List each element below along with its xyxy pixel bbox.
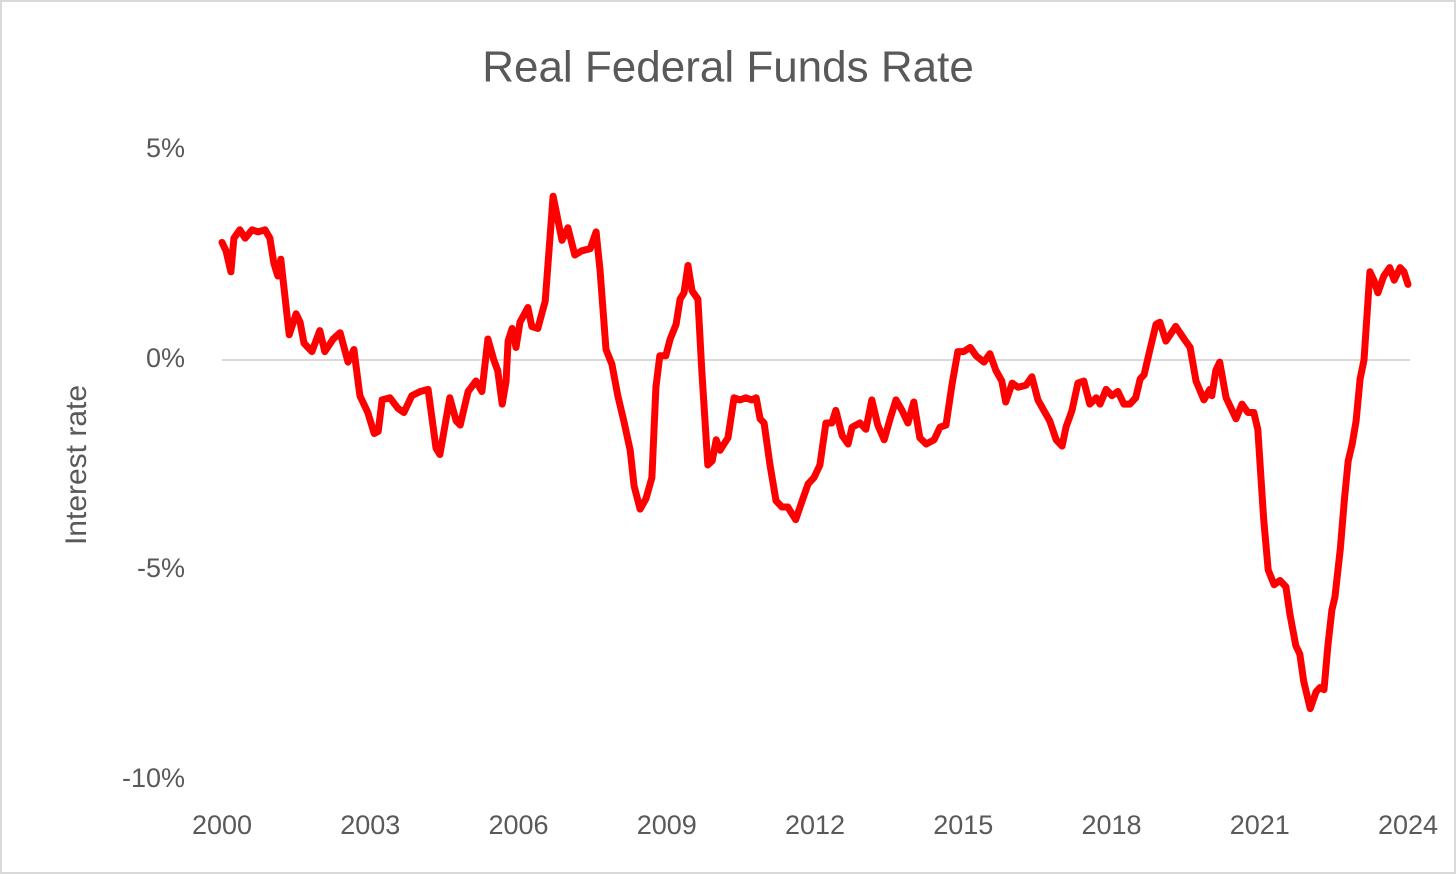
- y-tick-label: 0%: [146, 343, 185, 373]
- y-tick-label: 5%: [146, 133, 185, 163]
- x-tick-label: 2015: [933, 810, 993, 840]
- x-tick-label: 2024: [1378, 810, 1438, 840]
- chart-title: Real Federal Funds Rate: [482, 43, 974, 92]
- x-tick-label: 2021: [1230, 810, 1290, 840]
- x-tick-label: 2009: [637, 810, 697, 840]
- x-tick-label: 2006: [488, 810, 548, 840]
- x-tick-label: 2012: [785, 810, 845, 840]
- y-tick-label: -10%: [122, 763, 185, 793]
- x-tick-label: 2000: [192, 810, 252, 840]
- x-tick-label: 2003: [340, 810, 400, 840]
- x-tick-label: 2018: [1081, 810, 1141, 840]
- y-tick-label: -5%: [137, 553, 185, 583]
- y-axis-label: Interest rate: [60, 385, 93, 545]
- data-line: [218, 192, 1412, 713]
